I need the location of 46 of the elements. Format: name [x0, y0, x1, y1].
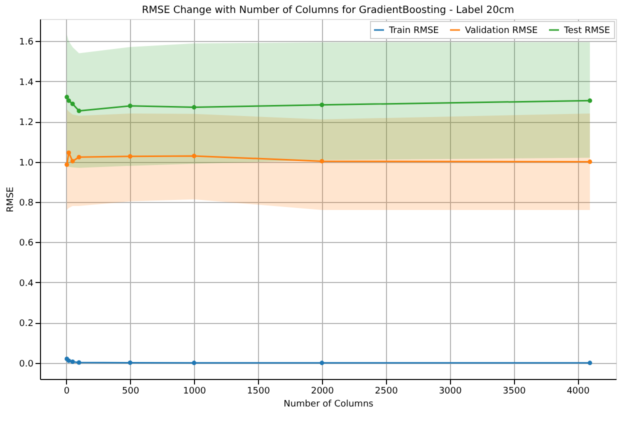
x-tick-label: 500 — [122, 386, 140, 396]
point — [588, 98, 592, 103]
x-tick-label: 0 — [64, 386, 70, 396]
point — [66, 98, 72, 103]
point — [66, 150, 72, 155]
point — [128, 154, 132, 159]
x-tick-label: 3500 — [502, 386, 526, 396]
x-tick-label: 3000 — [438, 386, 462, 396]
point — [64, 162, 70, 167]
point — [320, 360, 324, 366]
point — [70, 102, 75, 106]
point — [76, 108, 82, 114]
x-tick-label: 2500 — [374, 386, 398, 396]
point — [76, 360, 82, 365]
x-tick-label: 1500 — [247, 386, 270, 396]
x-tick-label: 1000 — [183, 386, 206, 396]
y-tick-label: 0.8 — [19, 198, 34, 209]
x-tick-label: 2000 — [310, 386, 334, 396]
point — [192, 105, 196, 110]
y-tick-label: 0.4 — [19, 278, 34, 289]
point — [64, 94, 70, 100]
point — [588, 360, 592, 366]
point — [320, 102, 324, 108]
point — [76, 154, 82, 160]
y-tick-label: 0.6 — [19, 238, 34, 249]
y-tick-label: 1.2 — [19, 118, 34, 128]
y-tick-label: 0.0 — [19, 359, 34, 370]
y-tick-label: 1.4 — [19, 78, 34, 88]
x-axis-title: Number of Columns — [284, 400, 374, 410]
point — [70, 359, 75, 364]
point — [128, 104, 132, 108]
point — [588, 160, 592, 164]
y-tick-label: 0.2 — [19, 319, 34, 330]
y-tick-label: 1.6 — [19, 38, 34, 48]
point — [192, 154, 196, 158]
legend-label: Validation RMSE — [465, 26, 538, 36]
point — [70, 158, 75, 164]
y-axis-title: RMSE — [6, 186, 16, 212]
y-tick-label: 1.0 — [19, 158, 34, 168]
point — [320, 158, 324, 164]
chart-title: RMSE Change with Number of Columns for GradientBoosting - Label 20cm — [142, 5, 514, 16]
legend-label: Train RMSE — [388, 26, 440, 36]
x-tick-label: 4000 — [566, 386, 590, 396]
legend-label: Test RMSE — [563, 26, 610, 36]
point — [192, 360, 196, 366]
point — [128, 360, 132, 365]
